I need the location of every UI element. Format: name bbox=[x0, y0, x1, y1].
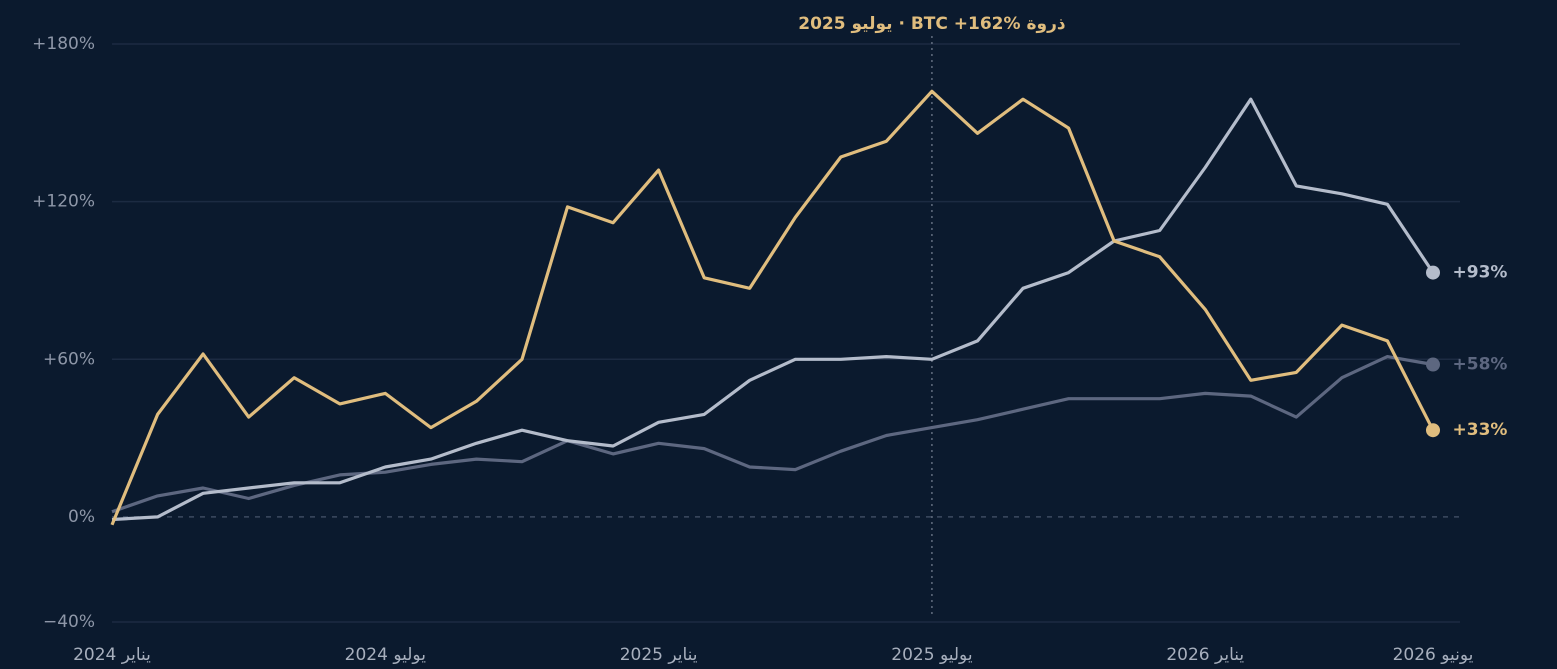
annotation: يوليو 2025 · BTC +162% ذروة bbox=[798, 14, 1066, 34]
grid bbox=[112, 36, 1460, 623]
end-dot bbox=[1426, 357, 1440, 372]
x-tick-label: يناير 2026 bbox=[1166, 645, 1244, 665]
series-line bbox=[111, 355, 1434, 514]
lines: +58% +93% +33% bbox=[110, 89, 1508, 526]
end-label: +58% bbox=[1453, 355, 1508, 375]
x-tick-label: يونيو 2026 bbox=[1393, 645, 1474, 665]
end-label: +33% bbox=[1453, 420, 1508, 440]
x-tick-label: يوليو 2024 bbox=[345, 645, 427, 665]
x-tick-label: يناير 2025 bbox=[620, 645, 698, 665]
x-tick-label: يناير 2024 bbox=[73, 645, 151, 665]
y-tick-label: 0% bbox=[68, 507, 95, 527]
y-tick-label: −40% bbox=[43, 612, 95, 632]
end-dot bbox=[1426, 423, 1440, 438]
y-tick-label: +120% bbox=[32, 192, 95, 212]
end-dot bbox=[1426, 265, 1440, 280]
end-label: +93% bbox=[1453, 263, 1508, 283]
series-line bbox=[111, 97, 1435, 522]
y-tick-label: +60% bbox=[43, 349, 95, 369]
y-tick-label: +180% bbox=[32, 34, 95, 54]
series-line bbox=[110, 89, 1435, 526]
x-tick-label: يوليو 2025 bbox=[891, 645, 973, 665]
